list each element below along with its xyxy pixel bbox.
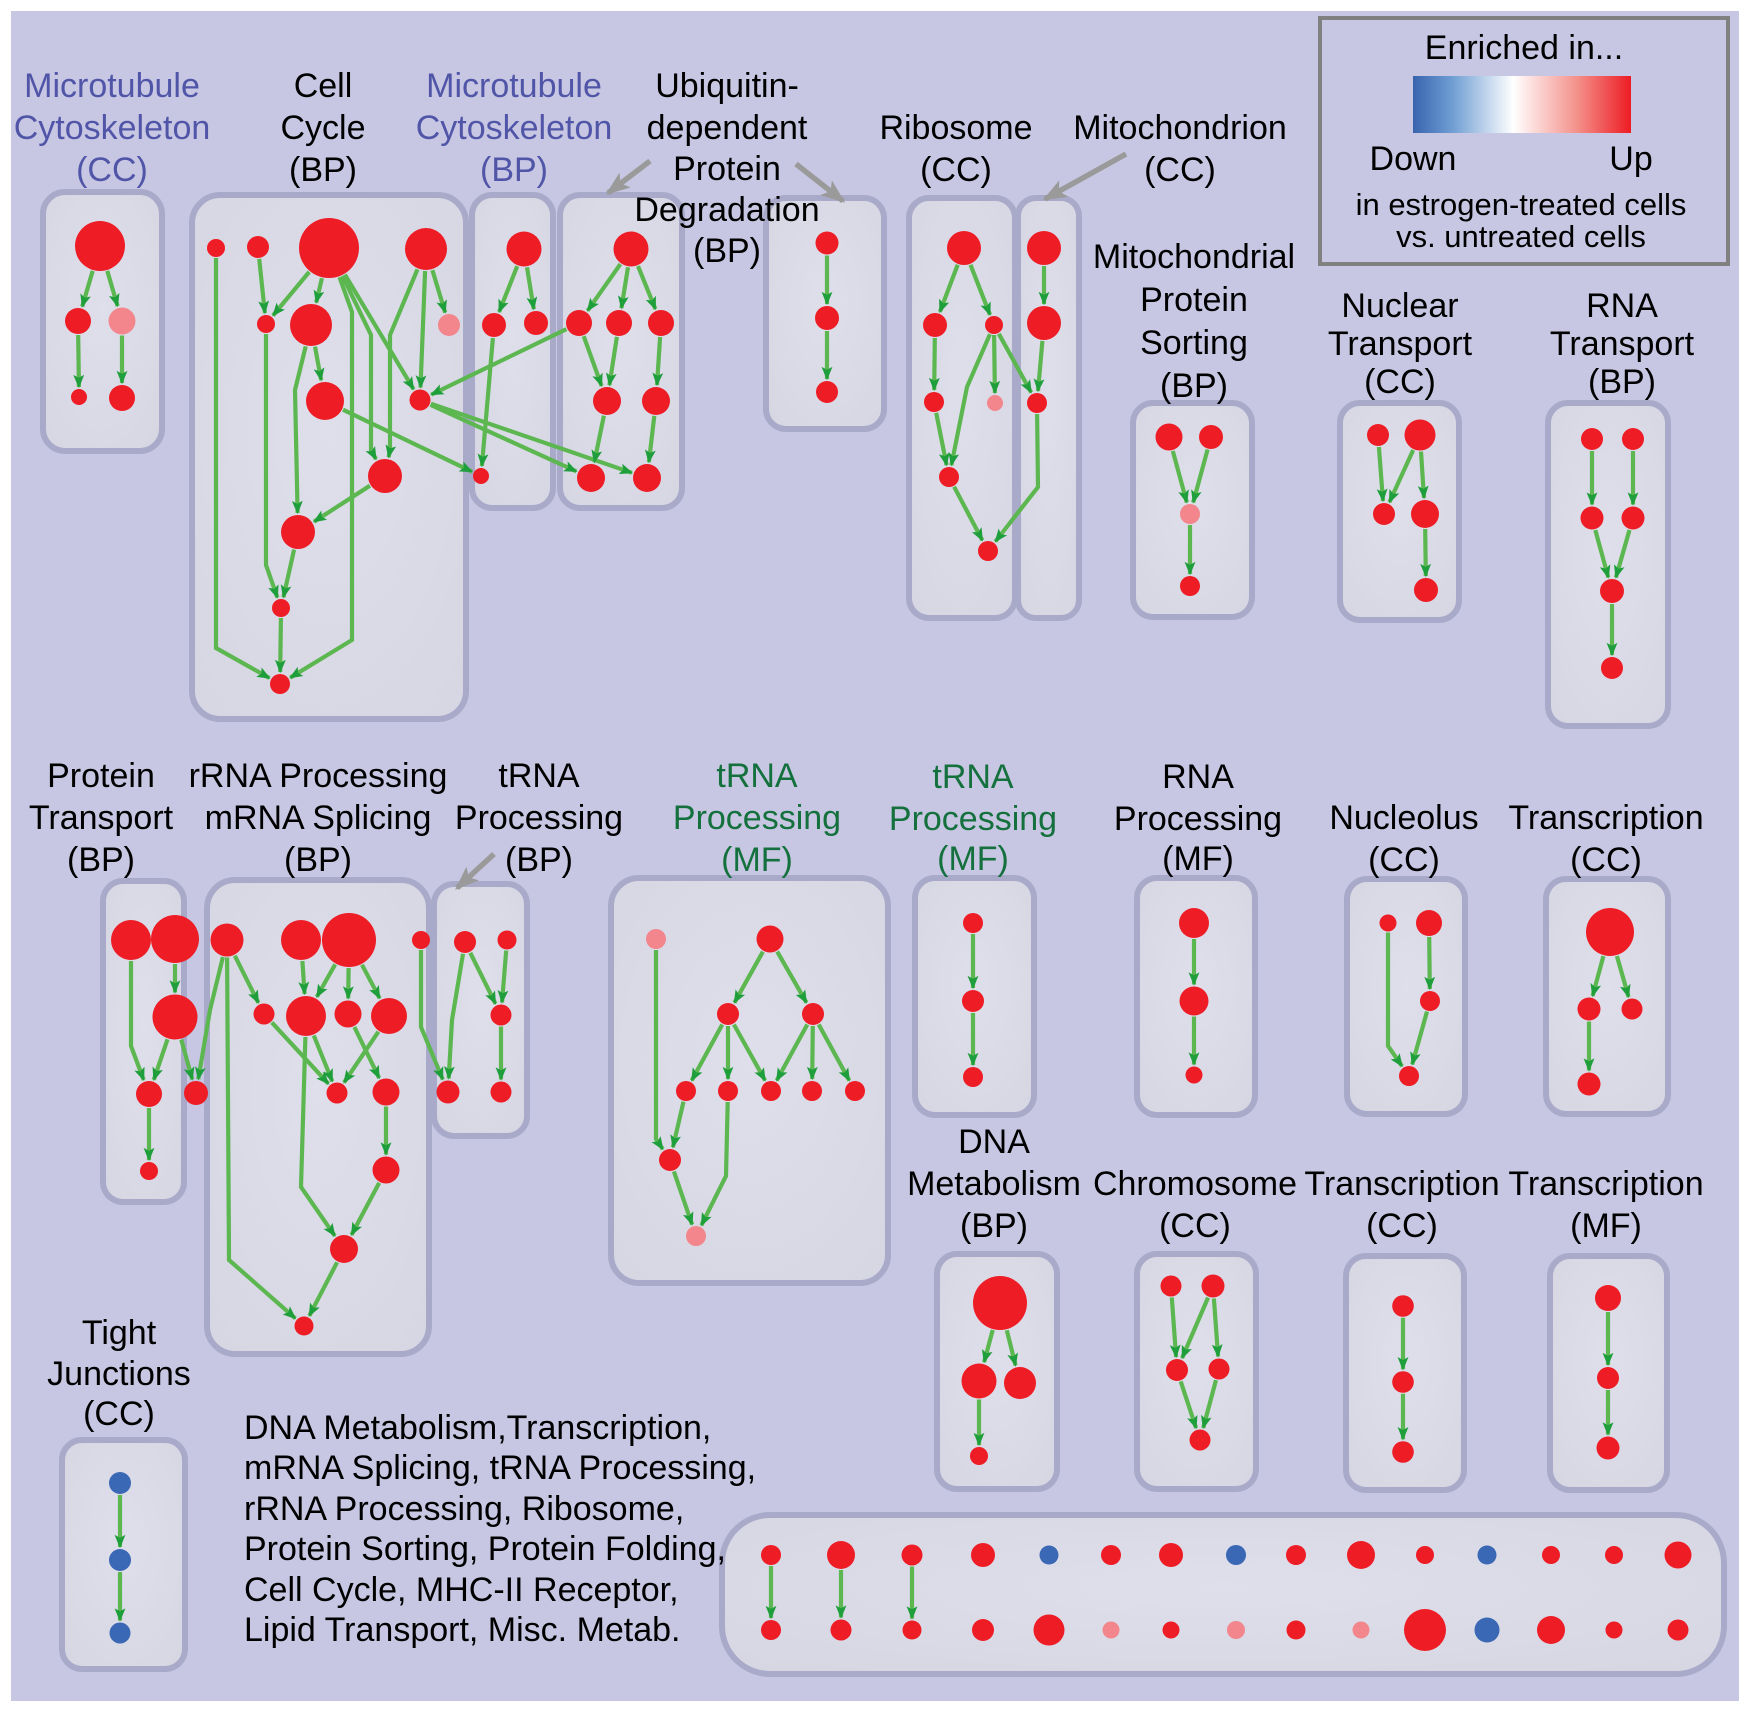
svg-text:(BP): (BP) — [1160, 367, 1228, 405]
svg-text:(CC): (CC) — [76, 151, 148, 189]
svg-text:Protein Sorting, Protein Foldi: Protein Sorting, Protein Folding, — [244, 1530, 726, 1568]
svg-text:(CC): (CC) — [920, 151, 992, 189]
svg-text:Transport: Transport — [1550, 325, 1695, 363]
svg-text:Processing: Processing — [455, 799, 623, 837]
svg-text:(MF): (MF) — [1162, 840, 1234, 878]
svg-text:Ubiquitin-: Ubiquitin- — [655, 67, 799, 105]
svg-text:DNA: DNA — [958, 1123, 1030, 1161]
svg-text:(CC): (CC) — [1144, 151, 1216, 189]
svg-text:Chromosome: Chromosome — [1093, 1165, 1297, 1203]
svg-text:(CC): (CC) — [1364, 363, 1436, 401]
svg-text:Ribosome: Ribosome — [879, 109, 1032, 147]
svg-text:mRNA Splicing, tRNA Processing: mRNA Splicing, tRNA Processing, — [244, 1449, 756, 1487]
svg-text:Nucleolus: Nucleolus — [1329, 799, 1478, 837]
svg-text:Degradation: Degradation — [634, 191, 819, 229]
svg-text:Protein: Protein — [673, 150, 781, 188]
svg-text:(CC): (CC) — [1570, 841, 1642, 879]
svg-text:dependent: dependent — [647, 109, 808, 147]
svg-text:(MF): (MF) — [937, 840, 1009, 878]
svg-text:Metabolism: Metabolism — [907, 1165, 1081, 1203]
svg-text:Processing: Processing — [889, 800, 1057, 838]
svg-text:(BP): (BP) — [960, 1207, 1028, 1245]
svg-text:Processing: Processing — [1114, 800, 1282, 838]
svg-text:in estrogen-treated cells: in estrogen-treated cells — [1356, 187, 1687, 222]
svg-text:tRNA: tRNA — [716, 757, 798, 795]
svg-text:Tight: Tight — [82, 1314, 157, 1352]
svg-text:(BP): (BP) — [67, 841, 135, 879]
svg-text:DNA Metabolism,Transcription,: DNA Metabolism,Transcription, — [244, 1409, 711, 1447]
svg-text:(MF): (MF) — [721, 841, 793, 879]
svg-text:Cytoskeleton: Cytoskeleton — [14, 109, 211, 147]
svg-text:Junctions: Junctions — [47, 1355, 191, 1393]
svg-text:(BP): (BP) — [1588, 363, 1656, 401]
svg-text:tRNA: tRNA — [498, 757, 580, 795]
svg-text:Enriched in...: Enriched in... — [1425, 29, 1623, 67]
svg-text:(CC): (CC) — [83, 1395, 155, 1433]
svg-text:mRNA Splicing: mRNA Splicing — [205, 799, 432, 837]
svg-text:(BP): (BP) — [693, 232, 761, 270]
svg-text:Transport: Transport — [1328, 325, 1473, 363]
svg-text:rRNA Processing: rRNA Processing — [189, 757, 448, 795]
svg-text:(MF): (MF) — [1570, 1207, 1642, 1245]
svg-text:Transport: Transport — [29, 799, 174, 837]
svg-text:(BP): (BP) — [505, 841, 573, 879]
svg-text:Up: Up — [1609, 140, 1652, 178]
svg-text:Microtubule: Microtubule — [24, 67, 200, 105]
svg-text:Microtubule: Microtubule — [426, 67, 602, 105]
svg-text:(BP): (BP) — [284, 841, 352, 879]
svg-text:Mitochondrion: Mitochondrion — [1073, 109, 1287, 147]
svg-text:(BP): (BP) — [480, 151, 548, 189]
svg-text:Cytoskeleton: Cytoskeleton — [416, 109, 613, 147]
svg-text:Processing: Processing — [673, 799, 841, 837]
svg-text:Cycle: Cycle — [280, 109, 365, 147]
svg-text:Transcription: Transcription — [1304, 1165, 1499, 1203]
svg-text:tRNA: tRNA — [932, 758, 1014, 796]
svg-text:Protein: Protein — [47, 757, 155, 795]
svg-text:(CC): (CC) — [1366, 1207, 1438, 1245]
svg-text:(BP): (BP) — [289, 151, 357, 189]
svg-text:Transcription: Transcription — [1508, 799, 1703, 837]
svg-text:Nuclear: Nuclear — [1341, 287, 1458, 325]
svg-text:Protein: Protein — [1140, 281, 1248, 319]
svg-text:Mitochondrial: Mitochondrial — [1093, 238, 1295, 276]
svg-text:Lipid Transport, Misc. Metab.: Lipid Transport, Misc. Metab. — [244, 1611, 681, 1649]
svg-text:Down: Down — [1370, 140, 1457, 178]
svg-text:Cell: Cell — [294, 67, 353, 105]
svg-text:Cell Cycle, MHC-II Receptor,: Cell Cycle, MHC-II Receptor, — [244, 1571, 679, 1609]
svg-text:vs. untreated cells: vs. untreated cells — [1396, 219, 1646, 254]
svg-text:RNA: RNA — [1586, 287, 1658, 325]
svg-text:(CC): (CC) — [1159, 1207, 1231, 1245]
svg-text:(CC): (CC) — [1368, 841, 1440, 879]
svg-text:rRNA Processing, Ribosome,: rRNA Processing, Ribosome, — [244, 1490, 684, 1528]
svg-text:Transcription: Transcription — [1508, 1165, 1703, 1203]
svg-text:Sorting: Sorting — [1140, 324, 1248, 362]
svg-text:RNA: RNA — [1162, 758, 1234, 796]
